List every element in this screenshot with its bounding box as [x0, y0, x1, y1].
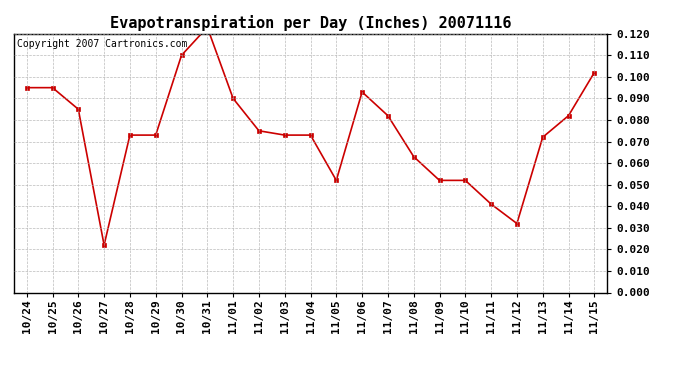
Text: Copyright 2007 Cartronics.com: Copyright 2007 Cartronics.com [17, 39, 187, 49]
Title: Evapotranspiration per Day (Inches) 20071116: Evapotranspiration per Day (Inches) 2007… [110, 15, 511, 31]
